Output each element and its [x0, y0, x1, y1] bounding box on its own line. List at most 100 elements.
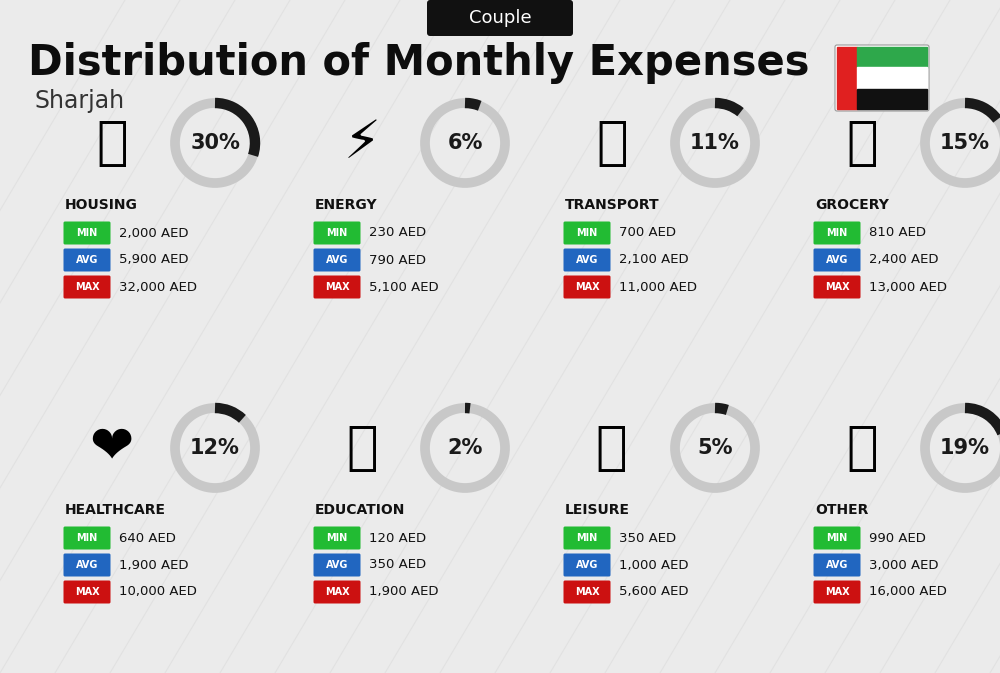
Text: 🫔: 🫔 — [846, 117, 878, 169]
Text: 5,100 AED: 5,100 AED — [369, 281, 439, 293]
Bar — [837, 47, 857, 109]
Text: MIN: MIN — [76, 533, 98, 543]
Text: 120 AED: 120 AED — [369, 532, 426, 544]
Text: 🏙: 🏙 — [96, 117, 128, 169]
Text: 1,000 AED: 1,000 AED — [619, 559, 688, 571]
Text: HEALTHCARE: HEALTHCARE — [65, 503, 166, 517]
Text: 700 AED: 700 AED — [619, 227, 676, 240]
Text: 💰: 💰 — [846, 422, 878, 474]
Text: 5,600 AED: 5,600 AED — [619, 586, 688, 598]
Text: AVG: AVG — [576, 560, 598, 570]
Text: 350 AED: 350 AED — [369, 559, 426, 571]
Text: AVG: AVG — [326, 560, 348, 570]
FancyBboxPatch shape — [314, 275, 360, 299]
FancyBboxPatch shape — [427, 0, 573, 36]
FancyBboxPatch shape — [814, 275, 860, 299]
Text: ❤️: ❤️ — [90, 422, 134, 474]
Text: 🎓: 🎓 — [346, 422, 378, 474]
Text: 1,900 AED: 1,900 AED — [119, 559, 188, 571]
Text: MIN: MIN — [826, 228, 848, 238]
Text: MIN: MIN — [326, 228, 348, 238]
FancyBboxPatch shape — [314, 526, 360, 549]
FancyBboxPatch shape — [64, 581, 110, 604]
FancyBboxPatch shape — [564, 248, 610, 271]
Text: AVG: AVG — [826, 255, 848, 265]
Text: AVG: AVG — [76, 255, 98, 265]
Text: HOUSING: HOUSING — [65, 198, 138, 212]
Text: 11,000 AED: 11,000 AED — [619, 281, 697, 293]
Text: 12%: 12% — [190, 438, 240, 458]
FancyBboxPatch shape — [64, 526, 110, 549]
Text: 2,400 AED: 2,400 AED — [869, 254, 938, 267]
Text: 810 AED: 810 AED — [869, 227, 926, 240]
FancyBboxPatch shape — [314, 553, 360, 577]
Text: 2,100 AED: 2,100 AED — [619, 254, 689, 267]
FancyBboxPatch shape — [814, 221, 860, 244]
Text: 11%: 11% — [690, 133, 740, 153]
Text: GROCERY: GROCERY — [815, 198, 889, 212]
FancyBboxPatch shape — [314, 581, 360, 604]
FancyBboxPatch shape — [64, 275, 110, 299]
Text: MAX: MAX — [575, 282, 599, 292]
FancyBboxPatch shape — [814, 553, 860, 577]
Text: 2%: 2% — [447, 438, 483, 458]
Bar — [857, 47, 927, 68]
Text: MAX: MAX — [575, 587, 599, 597]
Text: TRANSPORT: TRANSPORT — [565, 198, 660, 212]
FancyBboxPatch shape — [64, 221, 110, 244]
Text: OTHER: OTHER — [815, 503, 868, 517]
Text: ENERGY: ENERGY — [315, 198, 378, 212]
Text: MIN: MIN — [576, 228, 598, 238]
FancyBboxPatch shape — [835, 45, 929, 111]
Text: AVG: AVG — [576, 255, 598, 265]
Text: EDUCATION: EDUCATION — [315, 503, 405, 517]
Text: Couple: Couple — [469, 9, 531, 27]
Text: AVG: AVG — [826, 560, 848, 570]
Text: MAX: MAX — [825, 282, 849, 292]
Bar — [857, 89, 927, 109]
Text: 2,000 AED: 2,000 AED — [119, 227, 188, 240]
FancyBboxPatch shape — [564, 553, 610, 577]
Text: MIN: MIN — [326, 533, 348, 543]
Text: LEISURE: LEISURE — [565, 503, 630, 517]
Text: MIN: MIN — [826, 533, 848, 543]
Text: AVG: AVG — [76, 560, 98, 570]
Bar — [857, 67, 927, 89]
FancyBboxPatch shape — [814, 581, 860, 604]
Text: Sharjah: Sharjah — [35, 89, 125, 113]
Text: 990 AED: 990 AED — [869, 532, 926, 544]
FancyBboxPatch shape — [564, 275, 610, 299]
Text: MAX: MAX — [75, 282, 99, 292]
Text: MAX: MAX — [825, 587, 849, 597]
FancyBboxPatch shape — [814, 526, 860, 549]
Text: MIN: MIN — [76, 228, 98, 238]
Text: 3,000 AED: 3,000 AED — [869, 559, 938, 571]
FancyBboxPatch shape — [64, 553, 110, 577]
Text: 350 AED: 350 AED — [619, 532, 676, 544]
Text: MAX: MAX — [325, 587, 349, 597]
Text: 13,000 AED: 13,000 AED — [869, 281, 947, 293]
Text: 32,000 AED: 32,000 AED — [119, 281, 197, 293]
Text: 1,900 AED: 1,900 AED — [369, 586, 438, 598]
Text: 16,000 AED: 16,000 AED — [869, 586, 947, 598]
FancyBboxPatch shape — [814, 248, 860, 271]
FancyBboxPatch shape — [564, 581, 610, 604]
Text: MAX: MAX — [75, 587, 99, 597]
Text: 5,900 AED: 5,900 AED — [119, 254, 188, 267]
Text: MIN: MIN — [576, 533, 598, 543]
Text: 15%: 15% — [940, 133, 990, 153]
FancyBboxPatch shape — [314, 248, 360, 271]
Text: MAX: MAX — [325, 282, 349, 292]
Text: 19%: 19% — [940, 438, 990, 458]
Text: Distribution of Monthly Expenses: Distribution of Monthly Expenses — [28, 42, 810, 84]
Text: 6%: 6% — [447, 133, 483, 153]
Text: 30%: 30% — [190, 133, 240, 153]
Text: 10,000 AED: 10,000 AED — [119, 586, 197, 598]
FancyBboxPatch shape — [564, 221, 610, 244]
Text: AVG: AVG — [326, 255, 348, 265]
FancyBboxPatch shape — [564, 526, 610, 549]
FancyBboxPatch shape — [64, 248, 110, 271]
Text: 🚌: 🚌 — [596, 117, 628, 169]
Text: 790 AED: 790 AED — [369, 254, 426, 267]
Text: 230 AED: 230 AED — [369, 227, 426, 240]
